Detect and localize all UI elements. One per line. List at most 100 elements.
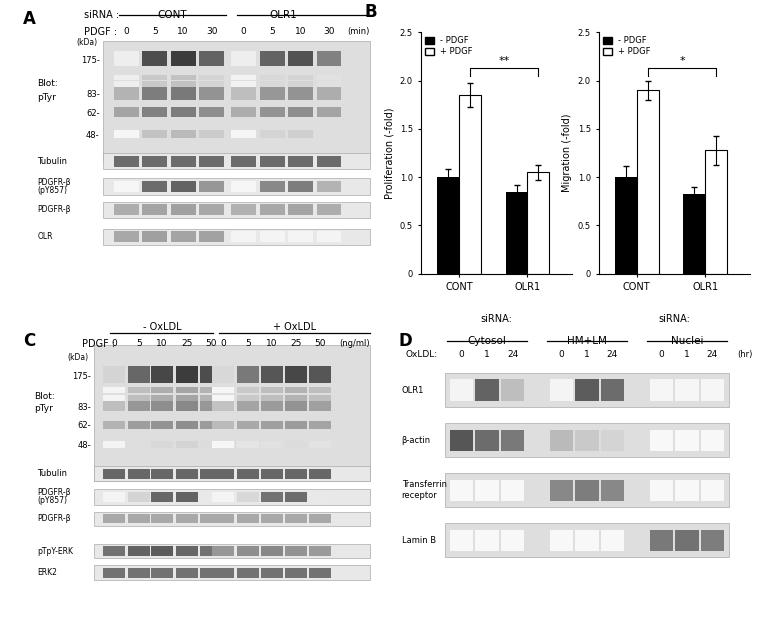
Text: 10: 10: [295, 27, 306, 36]
Bar: [309, 568, 332, 578]
Bar: [675, 529, 699, 551]
Bar: [231, 107, 256, 117]
Bar: [309, 421, 332, 429]
Text: 5: 5: [152, 27, 158, 36]
Text: Nuclei: Nuclei: [671, 336, 703, 346]
Bar: [175, 366, 198, 383]
Text: OxLDL:: OxLDL:: [405, 350, 438, 359]
Bar: [285, 568, 308, 578]
Bar: [309, 491, 332, 502]
Bar: [285, 491, 308, 502]
Bar: [200, 395, 222, 401]
Bar: [151, 568, 173, 578]
Bar: [231, 81, 256, 86]
Bar: [260, 156, 284, 167]
Bar: [199, 107, 224, 117]
Text: 62-: 62-: [77, 421, 90, 430]
Text: (kDa): (kDa): [77, 38, 98, 47]
Text: + OxLDL: + OxLDL: [273, 321, 315, 332]
Bar: [501, 379, 524, 401]
Bar: [450, 480, 474, 501]
Bar: [103, 568, 125, 578]
Bar: [114, 156, 139, 167]
Bar: [200, 387, 222, 393]
Bar: [128, 421, 150, 429]
Bar: [506, 192, 527, 274]
Text: pTyr: pTyr: [34, 404, 53, 413]
Text: 1: 1: [584, 350, 590, 359]
Bar: [260, 181, 284, 192]
Bar: [142, 130, 167, 138]
Bar: [175, 546, 198, 556]
Bar: [237, 568, 259, 578]
Bar: [104, 229, 370, 245]
Bar: [151, 514, 173, 523]
Bar: [199, 130, 224, 138]
Text: 10: 10: [156, 339, 168, 348]
Bar: [675, 430, 699, 451]
Bar: [114, 87, 139, 100]
Text: Blot:: Blot:: [34, 392, 55, 401]
Bar: [637, 90, 659, 274]
Bar: [285, 514, 308, 523]
Text: ERK2: ERK2: [37, 568, 57, 577]
Bar: [575, 529, 599, 551]
Bar: [601, 480, 625, 501]
Bar: [317, 75, 342, 80]
Bar: [261, 514, 283, 523]
Bar: [459, 95, 481, 274]
Bar: [142, 87, 167, 100]
Bar: [285, 441, 308, 448]
Text: (hr): (hr): [737, 350, 752, 359]
Bar: [475, 480, 499, 501]
Bar: [317, 87, 342, 100]
Bar: [151, 366, 173, 383]
Bar: [114, 181, 139, 192]
Bar: [550, 430, 574, 451]
Bar: [212, 387, 234, 393]
Text: Tubulin: Tubulin: [37, 156, 67, 166]
Text: 25: 25: [181, 339, 192, 348]
Text: 48-: 48-: [77, 441, 90, 450]
Bar: [550, 379, 574, 401]
Bar: [142, 181, 167, 192]
Bar: [128, 491, 150, 502]
Bar: [237, 395, 259, 401]
Bar: [199, 87, 224, 100]
Bar: [103, 469, 125, 478]
Bar: [103, 395, 125, 401]
Text: 175-: 175-: [80, 55, 100, 64]
Bar: [288, 130, 313, 138]
Bar: [260, 204, 284, 216]
Bar: [261, 568, 283, 578]
Bar: [212, 546, 234, 556]
Bar: [171, 156, 196, 167]
Bar: [237, 366, 259, 383]
Bar: [128, 401, 150, 412]
Bar: [237, 491, 259, 502]
Text: 0: 0: [111, 339, 117, 348]
Text: 50: 50: [205, 339, 216, 348]
Text: 175-: 175-: [72, 372, 90, 381]
Bar: [260, 107, 284, 117]
Bar: [94, 466, 369, 481]
Bar: [288, 87, 313, 100]
Text: 30: 30: [323, 27, 335, 36]
Text: 0: 0: [559, 350, 564, 359]
Bar: [501, 430, 524, 451]
Bar: [200, 441, 222, 448]
Bar: [649, 480, 673, 501]
Bar: [285, 401, 308, 412]
Bar: [103, 491, 125, 502]
Bar: [231, 231, 256, 242]
Bar: [171, 51, 196, 66]
Bar: [171, 75, 196, 80]
Bar: [128, 441, 150, 448]
Bar: [288, 156, 313, 167]
Bar: [501, 529, 524, 551]
Bar: [475, 379, 499, 401]
Bar: [445, 473, 729, 507]
Text: 0: 0: [240, 27, 247, 36]
Bar: [175, 387, 198, 393]
Text: pTpY-ERK: pTpY-ERK: [37, 547, 73, 556]
